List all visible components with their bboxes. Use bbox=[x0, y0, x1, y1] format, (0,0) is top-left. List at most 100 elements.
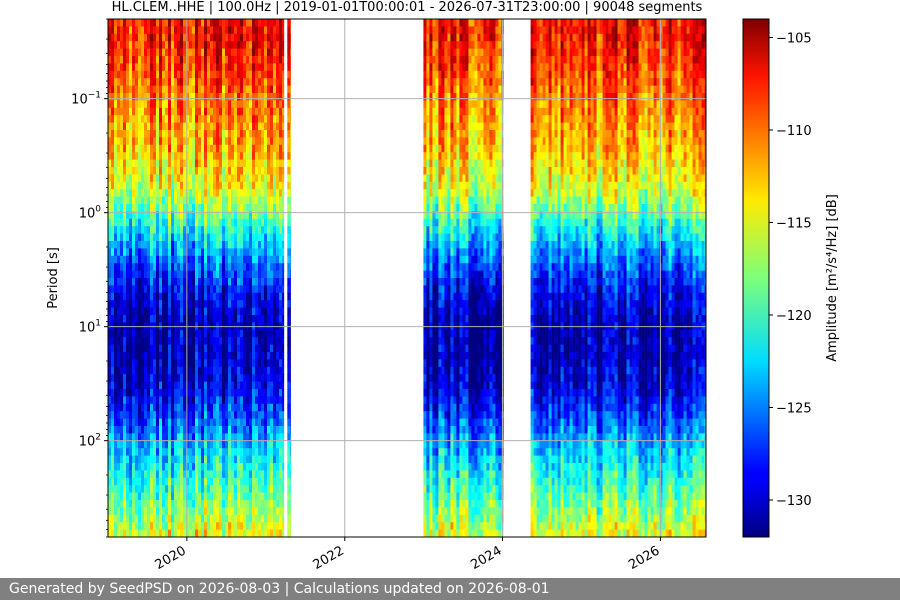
heatmap-cell bbox=[186, 270, 190, 279]
heatmap-cell bbox=[126, 500, 130, 508]
heatmap-cell bbox=[432, 500, 436, 508]
heatmap-cell bbox=[120, 152, 124, 161]
heatmap-cell bbox=[240, 485, 244, 494]
heatmap-cell bbox=[177, 440, 181, 449]
heatmap-cell bbox=[141, 448, 145, 457]
heatmap-cell bbox=[426, 152, 430, 161]
heatmap-column bbox=[438, 19, 442, 537]
heatmap-cell bbox=[270, 263, 274, 272]
heatmap-cell bbox=[120, 144, 124, 153]
heatmap-cell bbox=[228, 337, 232, 346]
heatmap-cell bbox=[171, 226, 175, 235]
heatmap-cell bbox=[426, 307, 430, 316]
heatmap-cell bbox=[282, 470, 285, 479]
heatmap-cell bbox=[150, 93, 154, 101]
heatmap-cell bbox=[261, 137, 265, 146]
heatmap-cell bbox=[150, 181, 154, 190]
heatmap-cell bbox=[279, 396, 283, 405]
heatmap-cell bbox=[192, 122, 196, 131]
heatmap-cell bbox=[450, 174, 454, 183]
heatmap-cell bbox=[135, 167, 139, 175]
heatmap-cell bbox=[153, 56, 157, 64]
heatmap-cell bbox=[290, 337, 291, 346]
heatmap-cell bbox=[246, 189, 250, 198]
heatmap-cell bbox=[123, 463, 127, 471]
heatmap-cell bbox=[201, 507, 205, 516]
heatmap-cell bbox=[141, 514, 145, 523]
heatmap-cell bbox=[159, 85, 163, 94]
heatmap-cell bbox=[159, 485, 163, 494]
heatmap-cell bbox=[144, 70, 148, 79]
heatmap-cell bbox=[141, 174, 145, 183]
heatmap-cell bbox=[432, 448, 436, 457]
heatmap-cell bbox=[252, 56, 256, 64]
heatmap-cell bbox=[282, 315, 285, 323]
heatmap-cell bbox=[201, 352, 205, 360]
heatmap-cell bbox=[210, 130, 214, 138]
heatmap-cell bbox=[423, 48, 427, 57]
heatmap-cell bbox=[174, 41, 178, 50]
heatmap-cell bbox=[207, 159, 211, 168]
heatmap-cell bbox=[144, 514, 148, 523]
heatmap-cell bbox=[279, 226, 283, 235]
heatmap-cell bbox=[444, 455, 448, 464]
heatmap-cell bbox=[144, 115, 148, 124]
heatmap-cell bbox=[282, 144, 285, 153]
heatmap-cell bbox=[273, 300, 277, 309]
heatmap-cell bbox=[204, 477, 208, 486]
heatmap-cell bbox=[447, 477, 451, 486]
heatmap-cell bbox=[135, 211, 139, 220]
heatmap-cell bbox=[150, 63, 154, 72]
heatmap-cell bbox=[444, 374, 448, 383]
heatmap-cell bbox=[213, 218, 217, 227]
heatmap-cell bbox=[287, 233, 291, 242]
heatmap-cell bbox=[447, 403, 451, 412]
heatmap-cell bbox=[273, 56, 277, 64]
heatmap-cell bbox=[207, 56, 211, 64]
heatmap-cell bbox=[207, 396, 211, 405]
heatmap-cell bbox=[144, 500, 148, 508]
heatmap-cell bbox=[165, 433, 169, 442]
heatmap-cell bbox=[279, 411, 283, 420]
heatmap-cell bbox=[147, 33, 151, 42]
heatmap-cell bbox=[435, 389, 439, 397]
heatmap-cell bbox=[213, 307, 217, 316]
heatmap-cell bbox=[162, 514, 166, 523]
heatmap-cell bbox=[138, 292, 142, 301]
heatmap-cell bbox=[219, 181, 223, 190]
heatmap-cell bbox=[111, 285, 115, 294]
heatmap-cell bbox=[123, 159, 127, 168]
heatmap-cell bbox=[429, 500, 433, 508]
heatmap-cell bbox=[450, 196, 454, 205]
heatmap-cell bbox=[201, 196, 205, 205]
heatmap-cell bbox=[129, 41, 133, 50]
heatmap-cell bbox=[126, 100, 130, 109]
heatmap-cell bbox=[189, 440, 193, 449]
heatmap-cell bbox=[147, 448, 151, 457]
heatmap-cell bbox=[228, 196, 232, 205]
heatmap-cell bbox=[267, 529, 271, 537]
heatmap-cell bbox=[282, 374, 285, 383]
heatmap-cell bbox=[252, 359, 256, 368]
heatmap-cell bbox=[225, 529, 229, 537]
heatmap-cell bbox=[168, 433, 172, 442]
heatmap-cell bbox=[258, 122, 262, 131]
heatmap-cell bbox=[249, 33, 253, 42]
heatmap-cell bbox=[168, 218, 172, 227]
heatmap-cell bbox=[432, 167, 436, 175]
heatmap-cell bbox=[126, 122, 130, 131]
heatmap-cell bbox=[117, 470, 121, 479]
heatmap-cell bbox=[123, 433, 127, 442]
heatmap-cell bbox=[267, 218, 271, 227]
heatmap-cell bbox=[423, 426, 427, 434]
heatmap-cell bbox=[423, 344, 427, 353]
heatmap-cell bbox=[231, 78, 235, 87]
heatmap-cell bbox=[246, 241, 250, 249]
heatmap-cell bbox=[252, 329, 256, 338]
heatmap-cell bbox=[273, 529, 277, 537]
heatmap-cell bbox=[441, 85, 445, 94]
heatmap-cell bbox=[135, 389, 139, 397]
heatmap-cell bbox=[153, 315, 157, 323]
heatmap-cell bbox=[189, 285, 193, 294]
heatmap-cell bbox=[261, 107, 265, 116]
